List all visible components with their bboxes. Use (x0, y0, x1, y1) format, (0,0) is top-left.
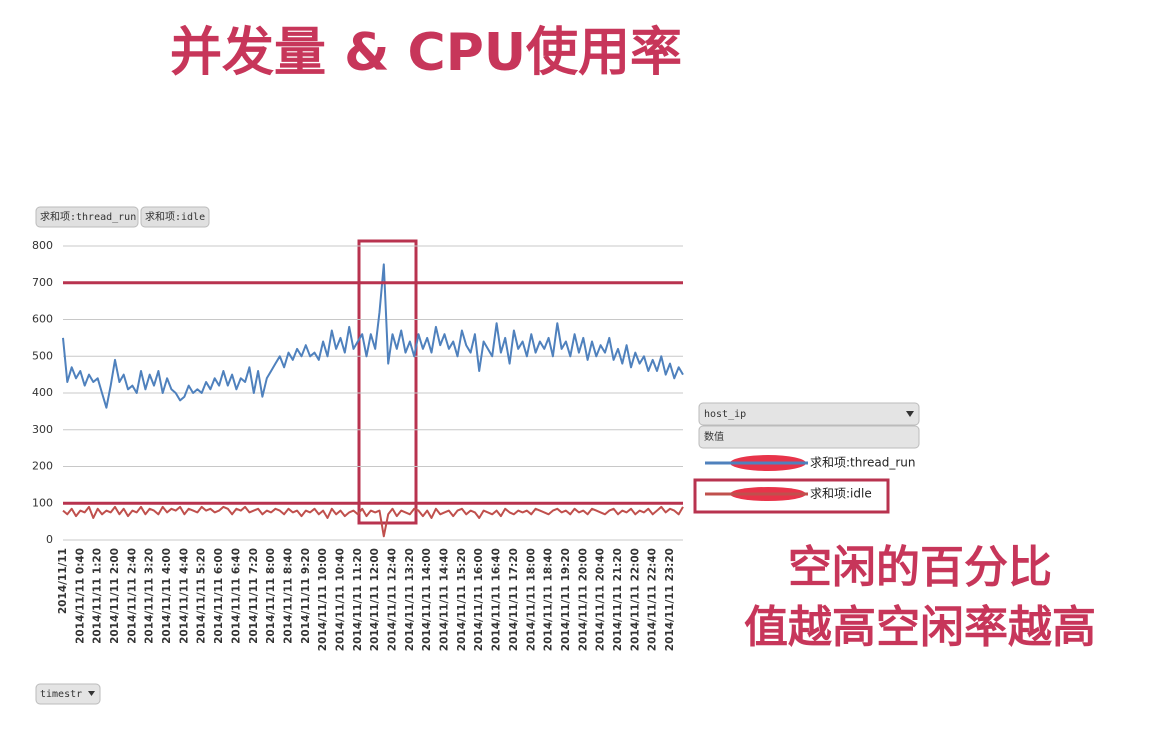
legend-highlight-box (693, 478, 890, 514)
x-tick-label: 2014/11/11 8:00 (265, 548, 277, 644)
values-button[interactable] (698, 425, 920, 449)
x-tick-label: 2014/11/11 8:40 (282, 548, 294, 644)
y-tick-label: 700 (32, 276, 53, 289)
axis-field-button[interactable] (35, 683, 101, 705)
x-tick-label: 2014/11/11 3:20 (144, 548, 156, 644)
field-button[interactable] (140, 206, 210, 228)
annotation: 值越高空闲率越高 (744, 602, 1096, 653)
x-tick-label: 2014/11/11 5:20 (196, 548, 208, 644)
axis-field-label: timestr (40, 689, 82, 700)
series-line (62, 263, 684, 409)
highlight-box (357, 239, 418, 525)
x-tick-label: 2014/11/11 21:20 (612, 548, 624, 651)
y-tick-label: 800 (32, 239, 53, 252)
legend-label: 求和项:thread_run (810, 456, 916, 470)
y-tick-label: 200 (32, 460, 53, 473)
field-button[interactable] (35, 206, 139, 228)
x-tick-label: 2014/11/11 10:40 (334, 548, 346, 651)
series-line (62, 505, 684, 538)
field-button-label: 求和项:idle (145, 211, 205, 223)
x-tick-label: 2014/11/11 14:40 (439, 548, 451, 651)
x-tick-label: 2014/11/11 20:00 (577, 548, 589, 651)
x-tick-label: 2014/11/11 18:40 (543, 548, 555, 651)
x-tick-label: 2014/11/11 12:40 (387, 548, 399, 651)
x-tick-label: 2014/11/11 22:00 (629, 548, 641, 651)
x-tick-label: 2014/11/11 20:40 (595, 548, 607, 651)
x-tick-label: 2014/11/11 16:40 (491, 548, 503, 651)
x-tick-label: 2014/11/11 2:00 (109, 548, 121, 644)
annotation: 空闲的百分比 (788, 542, 1052, 593)
y-tick-label: 600 (32, 313, 53, 326)
x-tick-label: 2014/11/11 0:40 (74, 548, 86, 644)
legend-label: 求和项:idle (810, 487, 872, 501)
x-tick-label: 2014/11/11 14:00 (421, 548, 433, 651)
y-tick-label: 500 (32, 349, 53, 362)
x-tick-label: 2014/11/11 15:20 (456, 548, 468, 651)
dropdown-arrow (88, 691, 95, 696)
x-tick-label: 2014/11/11 2:40 (126, 548, 138, 644)
slide-title: 并发量 & CPU使用率 (170, 23, 682, 83)
x-tick-label: 2014/11/11 6:00 (213, 548, 225, 644)
y-tick-label: 100 (32, 496, 53, 509)
field-button-label: 求和项:thread_run (40, 211, 136, 223)
values-button-label: 数值 (704, 430, 724, 443)
x-tick-label: 2014/11/11 11:20 (352, 548, 364, 651)
host-filter-label: host_ip (704, 409, 746, 420)
x-tick-label: 2014/11/11 12:00 (369, 548, 381, 651)
x-tick-label: 2014/11/11 18:00 (525, 548, 537, 651)
x-tick-label: 2014/11/11 16:00 (473, 548, 485, 651)
y-tick-label: 400 (32, 386, 53, 399)
x-tick-label: 2014/11/11 19:20 (560, 548, 572, 651)
x-tick-label: 2014/11/11 13:20 (404, 548, 416, 651)
x-tick-label: 2014/11/11 10:00 (317, 548, 329, 651)
x-tick-label: 2014/11/11 4:00 (161, 548, 173, 644)
x-tick-label: 2014/11/11 23:20 (664, 548, 676, 651)
x-tick-label: 2014/11/11 (57, 548, 69, 614)
x-tick-label: 2014/11/11 9:20 (300, 548, 312, 644)
x-tick-label: 2014/11/11 1:20 (92, 548, 104, 644)
y-tick-label: 300 (32, 423, 53, 436)
x-tick-label: 2014/11/11 22:40 (647, 548, 659, 651)
x-tick-label: 2014/11/11 7:20 (248, 548, 260, 644)
x-tick-label: 2014/11/11 4:40 (178, 548, 190, 644)
x-tick-label: 2014/11/11 17:20 (508, 548, 520, 651)
y-tick-label: 0 (46, 533, 53, 546)
dropdown-arrow (906, 411, 914, 417)
host-filter[interactable] (698, 402, 920, 426)
x-tick-label: 2014/11/11 6:40 (230, 548, 242, 644)
